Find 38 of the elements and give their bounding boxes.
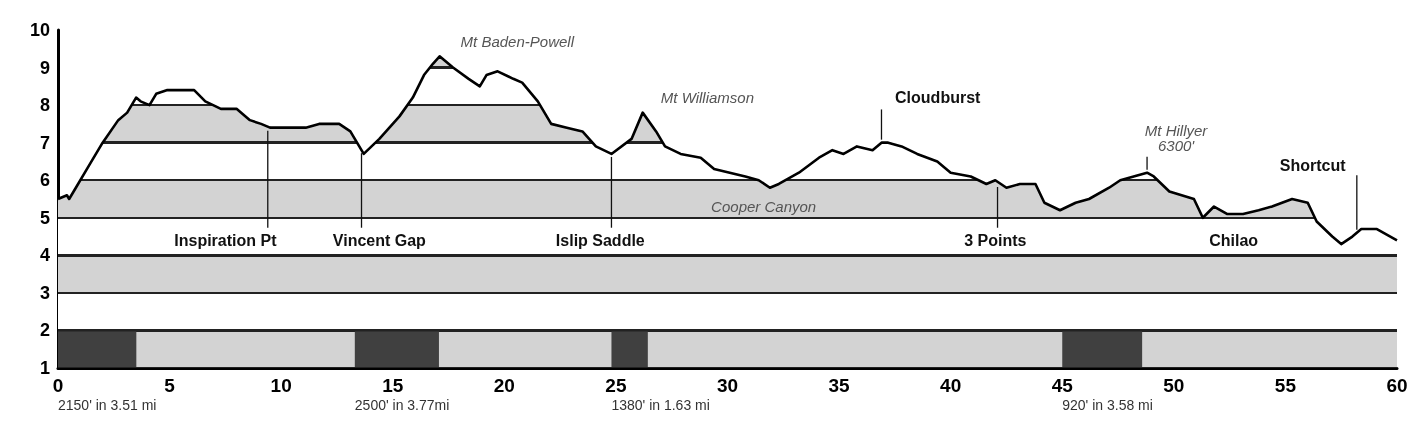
annotation: 3 Points [964,231,1027,249]
x-tick-label: 0 [52,375,64,396]
x-tick-label: 40 [940,375,962,396]
y-tick-label: 1 [39,358,50,378]
x-tick-label: 25 [605,375,627,396]
x-tick-label: 45 [1051,375,1074,396]
band-label: 920' in 3.58 mi [1062,397,1153,413]
band-label: 2500' in 3.77mi [354,397,450,413]
y-tick-label: 6 [39,170,50,191]
annotation: Vincent Gap [332,231,427,249]
annotation: Chilao [1209,231,1259,249]
annotation: Cooper Canyon [711,197,817,215]
y-tick-label: 3 [39,282,50,303]
y-tick-label: 9 [39,57,50,78]
band-label: 2150' in 3.51 mi [58,397,157,413]
x-tick-label: 15 [382,375,404,396]
x-tick-label: 55 [1274,375,1297,396]
y-tick-label: 2 [39,320,50,341]
y-tick-label: 7 [39,132,50,153]
x-tick-label: 35 [828,375,851,396]
x-tick-label: 30 [716,375,739,396]
x-tick-label: 60 [1386,375,1408,396]
y-tick-label: 4 [39,245,50,266]
annotation: Cloudburst [895,89,982,107]
annotation: Inspiration Pt [174,231,278,249]
y-tick-label: 8 [39,95,50,116]
annotation: Mt Williamson [660,89,755,107]
band-label: 1380' in 1.63 mi [611,397,710,413]
annotation: Mt Baden-Powell [460,32,575,50]
y-tick-label: 5 [39,207,50,228]
x-tick-label: 5 [164,375,176,396]
x-tick-label: 20 [493,375,515,396]
x-tick-label: 10 [270,375,292,396]
x-tick-label: 50 [1163,375,1185,396]
annotation: Shortcut [1279,156,1347,174]
annotation: Islip Saddle [555,231,645,249]
y-tick-label: 10 [29,20,50,40]
annotation: Mt Hillyer 6300' [1144,122,1209,155]
